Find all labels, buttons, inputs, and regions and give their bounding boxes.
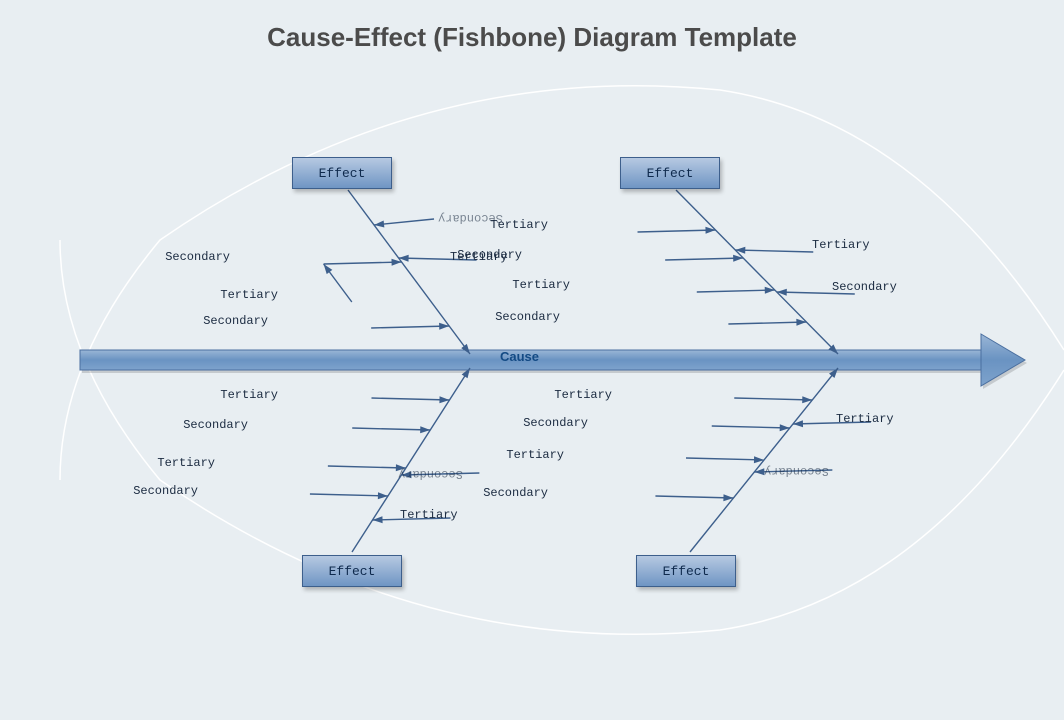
secondary-label: Secondary xyxy=(495,310,560,324)
secondary-label: Secondary xyxy=(523,416,588,430)
tertiary-label: Tertiary xyxy=(554,388,612,402)
secondary-label: Secondary xyxy=(133,484,198,498)
secondary-label: Secondary xyxy=(203,314,268,328)
spine-label: Cause xyxy=(500,349,539,364)
tertiary-label: Tertiary xyxy=(157,456,215,470)
tertiary-label: Tertiary xyxy=(220,388,278,402)
secondary-label: Secondary xyxy=(165,250,230,264)
secondary-label: Secondary xyxy=(832,280,897,294)
secondary-label: Secondary xyxy=(398,467,463,481)
secondary-label: Secondary xyxy=(483,486,548,500)
effect-box: Effect xyxy=(636,555,736,587)
effect-box: Effect xyxy=(620,157,720,189)
effect-box: Effect xyxy=(292,157,392,189)
tertiary-label: Tertiary xyxy=(512,278,570,292)
effect-box: Effect xyxy=(302,555,402,587)
tertiary-label: Tertiary xyxy=(490,218,548,232)
tertiary-label: Tertiary xyxy=(812,238,870,252)
diagram-canvas: Cause-Effect (Fishbone) Diagram Template… xyxy=(0,0,1064,720)
tertiary-label: Tertiary xyxy=(400,508,458,522)
tertiary-label: Tertiary xyxy=(836,412,894,426)
secondary-label: Secondary xyxy=(183,418,248,432)
tertiary-label: Tertiary xyxy=(506,448,564,462)
tertiary-label: Tertiary xyxy=(220,288,278,302)
secondary-label: Secondary xyxy=(457,248,522,262)
secondary-label: Secondary xyxy=(764,464,829,478)
